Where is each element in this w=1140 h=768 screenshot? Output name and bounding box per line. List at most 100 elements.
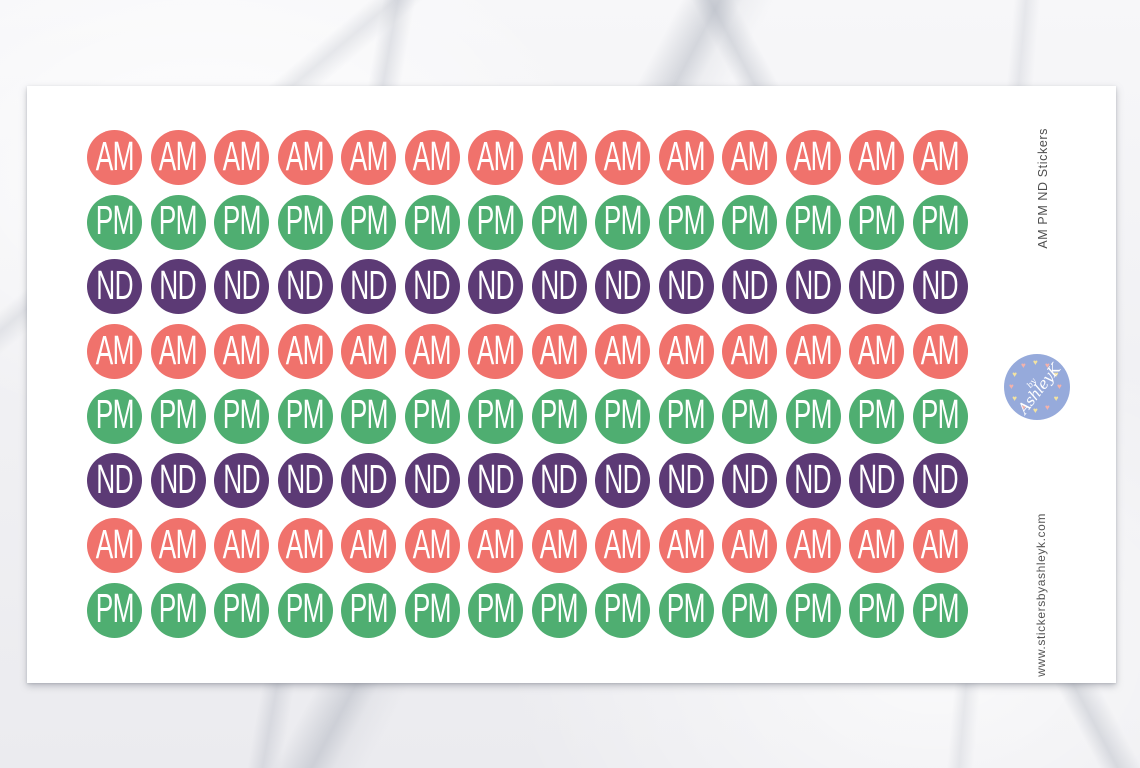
sticker-pm: PM bbox=[341, 582, 396, 638]
sticker-label: PM bbox=[476, 585, 515, 632]
sticker-label: AM bbox=[95, 132, 134, 179]
sticker-label: PM bbox=[603, 585, 642, 632]
sticker-nd: ND bbox=[849, 259, 904, 315]
sticker-am: AM bbox=[912, 130, 968, 185]
sticker-label: PM bbox=[920, 585, 960, 632]
sticker-label: PM bbox=[222, 197, 261, 244]
sticker-label: AM bbox=[857, 520, 896, 567]
sticker-label: PM bbox=[349, 391, 388, 438]
heart-icon: ♥ bbox=[1012, 370, 1017, 379]
sticker-am: AM bbox=[404, 130, 460, 185]
sticker-label: AM bbox=[920, 520, 960, 567]
logo-hearts-ring: ♥ ♥ ♥ ♥ ♥ ♥ ♥ ♥ ♥ ♥ ♥ ♥ bbox=[1004, 354, 1070, 420]
sticker-am: AM bbox=[341, 324, 396, 380]
sticker-am: AM bbox=[849, 324, 904, 380]
sticker-label: ND bbox=[794, 455, 832, 502]
sticker-nd: ND bbox=[341, 259, 396, 315]
sticker-am: AM bbox=[214, 518, 269, 574]
sticker-label: PM bbox=[285, 391, 325, 438]
sticker-label: PM bbox=[603, 391, 642, 438]
sticker-label: PM bbox=[793, 585, 833, 632]
sticker-pm: PM bbox=[912, 582, 968, 638]
sticker-am: AM bbox=[150, 130, 206, 185]
sticker-pm: PM bbox=[404, 388, 460, 444]
sticker-nd: ND bbox=[658, 259, 714, 315]
sticker-am: AM bbox=[214, 130, 269, 185]
sticker-nd: ND bbox=[912, 453, 968, 509]
sticker-pm: PM bbox=[912, 194, 968, 250]
heart-icon: ♥ bbox=[1033, 406, 1038, 415]
sticker-label: AM bbox=[793, 326, 833, 373]
sticker-label: ND bbox=[286, 455, 324, 502]
sticker-label: PM bbox=[158, 391, 198, 438]
sticker-nd: ND bbox=[468, 259, 523, 315]
sticker-label: PM bbox=[95, 585, 134, 632]
sticker-pm: PM bbox=[404, 582, 460, 638]
sticker-label: AM bbox=[920, 326, 960, 373]
sticker-label: ND bbox=[159, 455, 197, 502]
sticker-label: ND bbox=[477, 455, 514, 502]
sticker-pm: PM bbox=[785, 582, 841, 638]
sticker-label: AM bbox=[539, 132, 579, 179]
sticker-am: AM bbox=[658, 324, 714, 380]
sticker-label: PM bbox=[857, 391, 896, 438]
sticker-label: ND bbox=[794, 261, 832, 308]
sticker-label: ND bbox=[604, 261, 641, 308]
sticker-pm: PM bbox=[404, 194, 460, 250]
sticker-am: AM bbox=[912, 518, 968, 574]
sticker-am: AM bbox=[404, 324, 460, 380]
sticker-pm: PM bbox=[214, 582, 269, 638]
sticker-nd: ND bbox=[404, 453, 460, 509]
sticker-label: AM bbox=[603, 520, 642, 567]
sticker-label: AM bbox=[222, 326, 261, 373]
sticker-label: AM bbox=[603, 326, 642, 373]
sticker-nd: ND bbox=[87, 259, 142, 315]
sticker-grid: AM AM AM AM AM AM AM AM AM AM AM AM AM AM PM PM PM PM PM PM… bbox=[87, 130, 968, 638]
sticker-label: AM bbox=[857, 326, 896, 373]
sticker-nd: ND bbox=[277, 259, 333, 315]
sticker-label: PM bbox=[285, 585, 325, 632]
sticker-label: PM bbox=[476, 197, 515, 244]
sticker-am: AM bbox=[468, 130, 523, 185]
sticker-label: AM bbox=[920, 132, 960, 179]
sticker-am: AM bbox=[849, 518, 904, 574]
heart-icon: ♥ bbox=[1033, 358, 1038, 367]
sticker-label: PM bbox=[920, 197, 960, 244]
sticker-nd: ND bbox=[595, 259, 650, 315]
sticker-pm: PM bbox=[722, 388, 777, 444]
heart-icon: ♥ bbox=[1009, 382, 1014, 391]
sticker-label: PM bbox=[158, 197, 198, 244]
sticker-am: AM bbox=[595, 130, 650, 185]
sticker-label: ND bbox=[921, 455, 959, 502]
sticker-label: ND bbox=[731, 261, 768, 308]
heart-icon: ♥ bbox=[1021, 402, 1026, 412]
sticker-label: AM bbox=[412, 326, 452, 373]
sticker-am: AM bbox=[785, 130, 841, 185]
sticker-am: AM bbox=[404, 518, 460, 574]
sticker-label: ND bbox=[604, 455, 641, 502]
sticker-pm: PM bbox=[722, 582, 777, 638]
sticker-label: AM bbox=[793, 132, 833, 179]
sticker-nd: ND bbox=[912, 259, 968, 315]
sticker-label: AM bbox=[476, 132, 515, 179]
sticker-pm: PM bbox=[722, 194, 777, 250]
website-url: www.stickersbyashleyk.com bbox=[1034, 513, 1048, 677]
sticker-label: AM bbox=[539, 326, 579, 373]
sticker-pm: PM bbox=[150, 388, 206, 444]
sticker-am: AM bbox=[722, 518, 777, 574]
sticker-am: AM bbox=[277, 324, 333, 380]
sticker-label: PM bbox=[603, 197, 642, 244]
sticker-label: ND bbox=[96, 261, 133, 308]
sticker-am: AM bbox=[595, 518, 650, 574]
sheet-title: AM PM ND Stickers bbox=[1036, 128, 1050, 249]
sticker-nd: ND bbox=[341, 453, 396, 509]
sticker-nd: ND bbox=[150, 259, 206, 315]
sticker-nd: ND bbox=[214, 259, 269, 315]
sticker-label: PM bbox=[539, 585, 579, 632]
sticker-am: AM bbox=[468, 518, 523, 574]
sticker-label: AM bbox=[730, 520, 769, 567]
sticker-label: AM bbox=[730, 326, 769, 373]
sticker-label: PM bbox=[730, 197, 769, 244]
sticker-label: AM bbox=[349, 326, 388, 373]
sticker-am: AM bbox=[531, 324, 587, 380]
